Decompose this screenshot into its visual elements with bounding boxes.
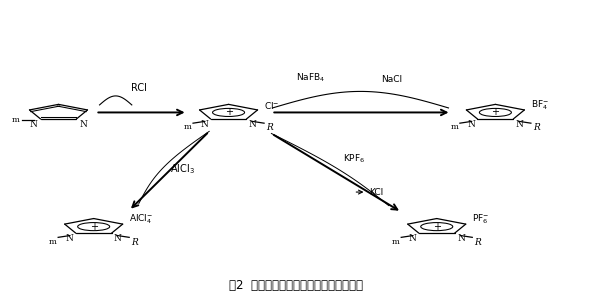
Text: N: N [516,120,523,129]
Text: N: N [30,120,38,129]
Text: m: m [49,238,56,246]
Text: R: R [474,238,481,247]
Text: N: N [408,234,417,243]
Text: +: + [224,107,233,118]
Text: N: N [66,234,73,243]
Text: NaFB$_4$: NaFB$_4$ [296,72,326,84]
Text: m: m [12,116,20,124]
Text: KCl: KCl [369,188,384,196]
Text: +: + [89,222,98,232]
Text: Cl$^{-}$: Cl$^{-}$ [264,100,279,111]
Text: PF$_6^{-}$: PF$_6^{-}$ [472,213,489,226]
Text: RCl: RCl [131,83,146,93]
Text: m: m [184,124,191,132]
Text: m: m [451,124,458,132]
Text: NaCl: NaCl [381,76,402,84]
Text: R: R [533,124,539,132]
Text: AlCl$_4^{-}$: AlCl$_4^{-}$ [129,213,153,226]
Text: N: N [249,120,257,129]
Text: AlCl$_3$: AlCl$_3$ [170,162,195,177]
Text: +: + [491,107,500,118]
Text: R: R [131,238,138,247]
Text: N: N [467,120,475,129]
Text: BF$_4^{-}$: BF$_4^{-}$ [530,99,549,112]
Text: R: R [266,124,272,132]
Text: N: N [114,234,122,243]
Text: m: m [391,238,400,246]
Text: N: N [457,234,465,243]
Text: 图2  合成咪唑系离子液体的典型反应步骤: 图2 合成咪唑系离子液体的典型反应步骤 [229,279,363,292]
Text: +: + [433,222,441,232]
Text: N: N [79,120,87,129]
Text: KPF$_6$: KPF$_6$ [343,152,365,165]
Text: N: N [201,120,208,129]
